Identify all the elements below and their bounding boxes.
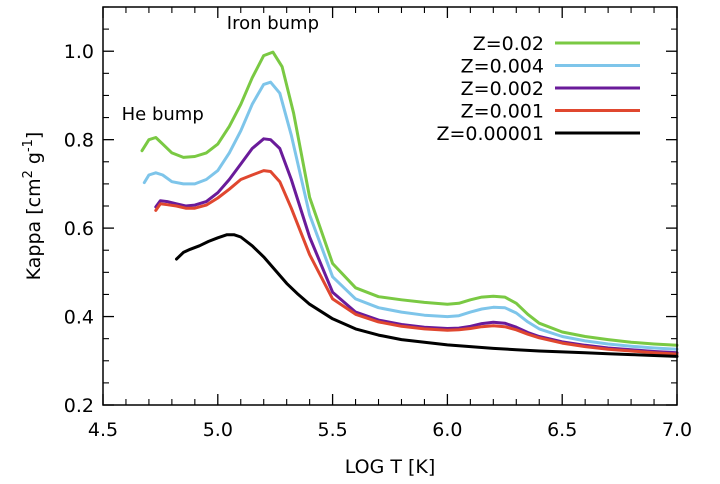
x-tick-label: 6.0 — [432, 419, 462, 441]
series-line-4 — [154, 169, 679, 356]
y-tick-label: 0.2 — [64, 395, 94, 417]
series-line-3 — [154, 137, 679, 355]
y-tick-label: 0.8 — [64, 130, 94, 152]
x-tick-label: 5.0 — [203, 419, 233, 441]
x-axis-label: LOG T [K] — [345, 456, 436, 478]
legend-label: Z=0.02 — [473, 33, 544, 55]
y-tick-label: 1.0 — [64, 41, 94, 63]
legend-label: Z=0.004 — [461, 56, 544, 78]
annotations: Iron bump He bump — [122, 13, 319, 125]
series-line-1 — [140, 50, 679, 347]
legend-label: Z=0.002 — [461, 78, 544, 100]
y-axis-label: Kappa [cm2 g-1] — [21, 132, 45, 281]
ticks-layer: 4.5 5.0 5.5 6.0 6.5 7.0 0.2 0.4 0.6 0.8 1.0 — [64, 6, 692, 441]
y-label-prefix: Kappa [cm — [23, 178, 45, 280]
y-label-sup1: 2 — [21, 170, 36, 178]
y-tick-label: 0.4 — [64, 307, 94, 329]
x-tick-label: 6.5 — [547, 419, 577, 441]
series-line-5 — [175, 233, 679, 358]
y-tick-label: 0.6 — [64, 218, 94, 240]
series-layer — [140, 50, 679, 358]
legend-label: Z=0.001 — [461, 101, 544, 123]
x-tick-label: 5.5 — [317, 419, 347, 441]
y-label-sup2: -1 — [21, 139, 36, 152]
series-line-2 — [142, 80, 679, 351]
x-tick-label: 4.5 — [88, 419, 118, 441]
x-tick-label: 7.0 — [662, 419, 692, 441]
annotation-label: He bump — [122, 104, 204, 125]
y-label-mid: g — [23, 152, 45, 170]
annotation-label: Iron bump — [227, 13, 319, 34]
y-label-suffix: ] — [23, 132, 45, 139]
legend-label: Z=0.00001 — [436, 123, 544, 145]
